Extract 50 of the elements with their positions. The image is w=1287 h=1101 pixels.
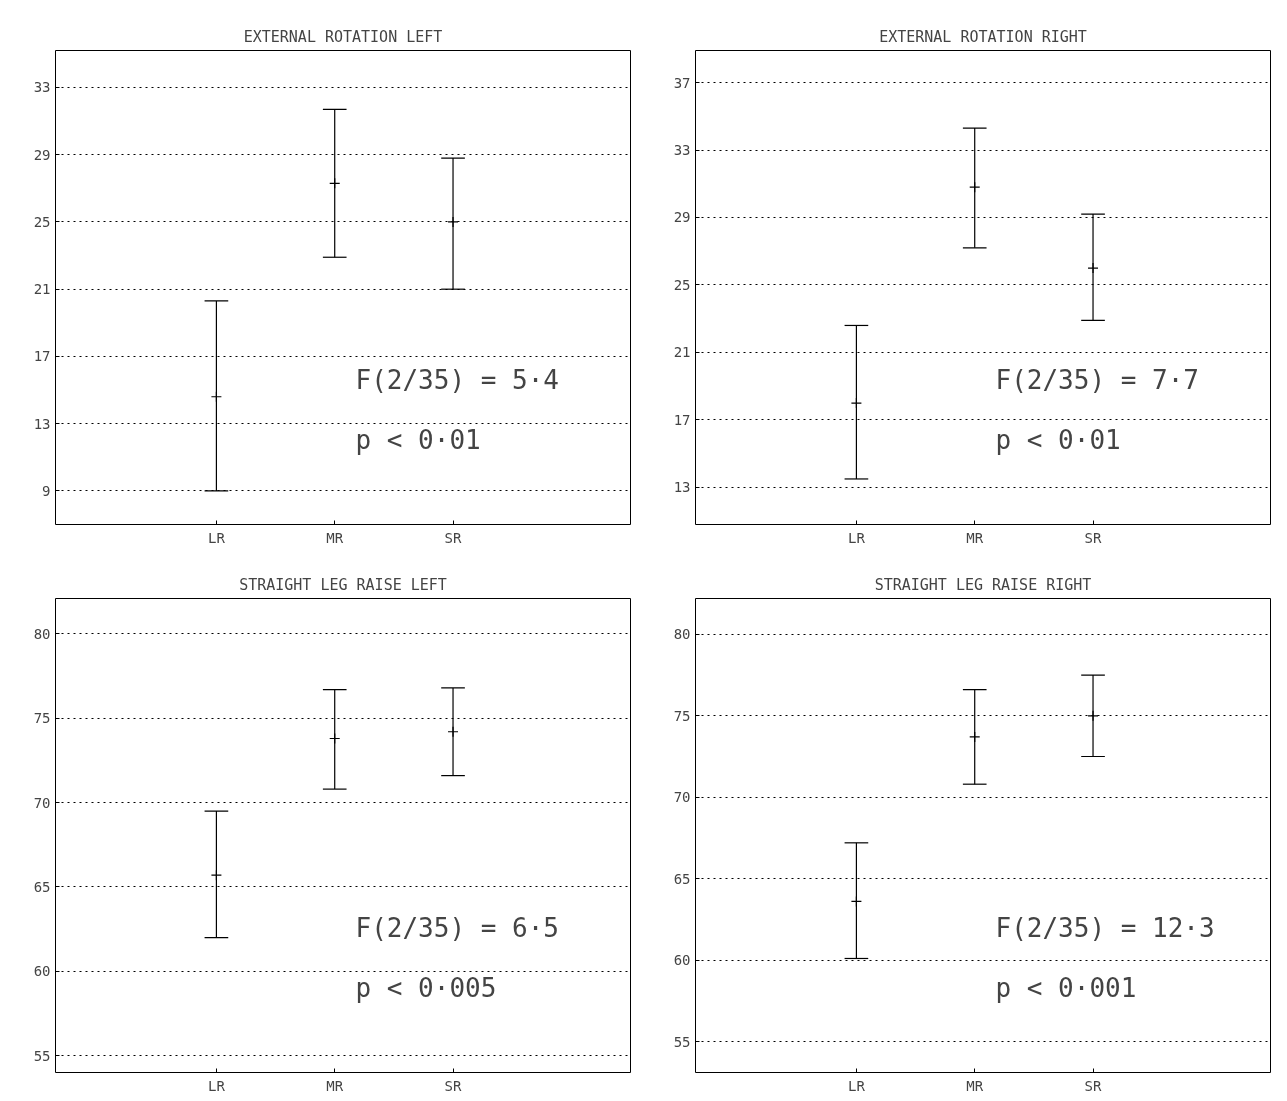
annotation: p < 0·001 (995, 972, 1137, 1003)
y-tick-label: 9 (42, 482, 51, 499)
x-tick-label: SR (444, 529, 463, 546)
x-tick-label: MR (966, 1077, 984, 1094)
y-tick-label: 33 (673, 142, 691, 159)
chart-title: STRAIGHT LEG RAISE RIGHT (874, 575, 1092, 594)
y-tick-label: 17 (33, 348, 51, 365)
x-tick-label: SR (1084, 1077, 1103, 1094)
y-tick-label: 55 (673, 1033, 691, 1050)
y-tick-label: 17 (673, 411, 691, 428)
y-tick-label: 55 (33, 1047, 51, 1064)
y-tick-label: 75 (33, 710, 51, 727)
x-tick-label: LR (207, 529, 226, 546)
annotation: F(2/35) = 7·7 (995, 364, 1199, 395)
x-tick-label: LR (847, 1077, 866, 1094)
y-tick-label: 65 (33, 878, 51, 895)
y-tick-label: 29 (33, 146, 51, 163)
y-tick-label: 13 (33, 415, 51, 432)
y-tick-label: 80 (33, 625, 51, 642)
annotation: p < 0·005 (355, 972, 497, 1003)
annotation: F(2/35) = 6·5 (355, 912, 559, 943)
y-tick-label: 25 (673, 276, 691, 293)
y-tick-label: 37 (673, 74, 691, 91)
y-tick-label: 21 (673, 344, 691, 361)
x-tick-label: MR (326, 1077, 344, 1094)
y-tick-label: 25 (33, 213, 51, 230)
x-tick-label: SR (1084, 529, 1103, 546)
y-tick-label: 70 (673, 789, 691, 806)
chart-title: EXTERNAL ROTATION LEFT (243, 27, 443, 46)
y-tick-label: 60 (673, 952, 691, 969)
y-tick-label: 65 (673, 870, 691, 887)
x-tick-label: LR (207, 1077, 226, 1094)
x-tick-label: SR (444, 1077, 463, 1094)
y-tick-label: 33 (33, 79, 51, 96)
annotation: p < 0·01 (995, 424, 1121, 455)
x-tick-label: LR (847, 529, 866, 546)
chart-title: STRAIGHT LEG RAISE LEFT (239, 575, 447, 594)
y-tick-label: 21 (33, 281, 51, 298)
y-tick-label: 29 (673, 209, 691, 226)
chart-title: EXTERNAL ROTATION RIGHT (879, 27, 1087, 46)
y-tick-label: 80 (673, 626, 691, 643)
annotation: p < 0·01 (355, 424, 481, 455)
y-tick-label: 60 (33, 963, 51, 980)
annotation: F(2/35) = 5·4 (355, 364, 559, 395)
annotation: F(2/35) = 12·3 (995, 912, 1215, 943)
y-tick-label: 13 (673, 479, 691, 496)
x-tick-label: MR (966, 529, 984, 546)
x-tick-label: MR (326, 529, 344, 546)
y-tick-label: 75 (673, 707, 691, 724)
y-tick-label: 70 (33, 794, 51, 811)
